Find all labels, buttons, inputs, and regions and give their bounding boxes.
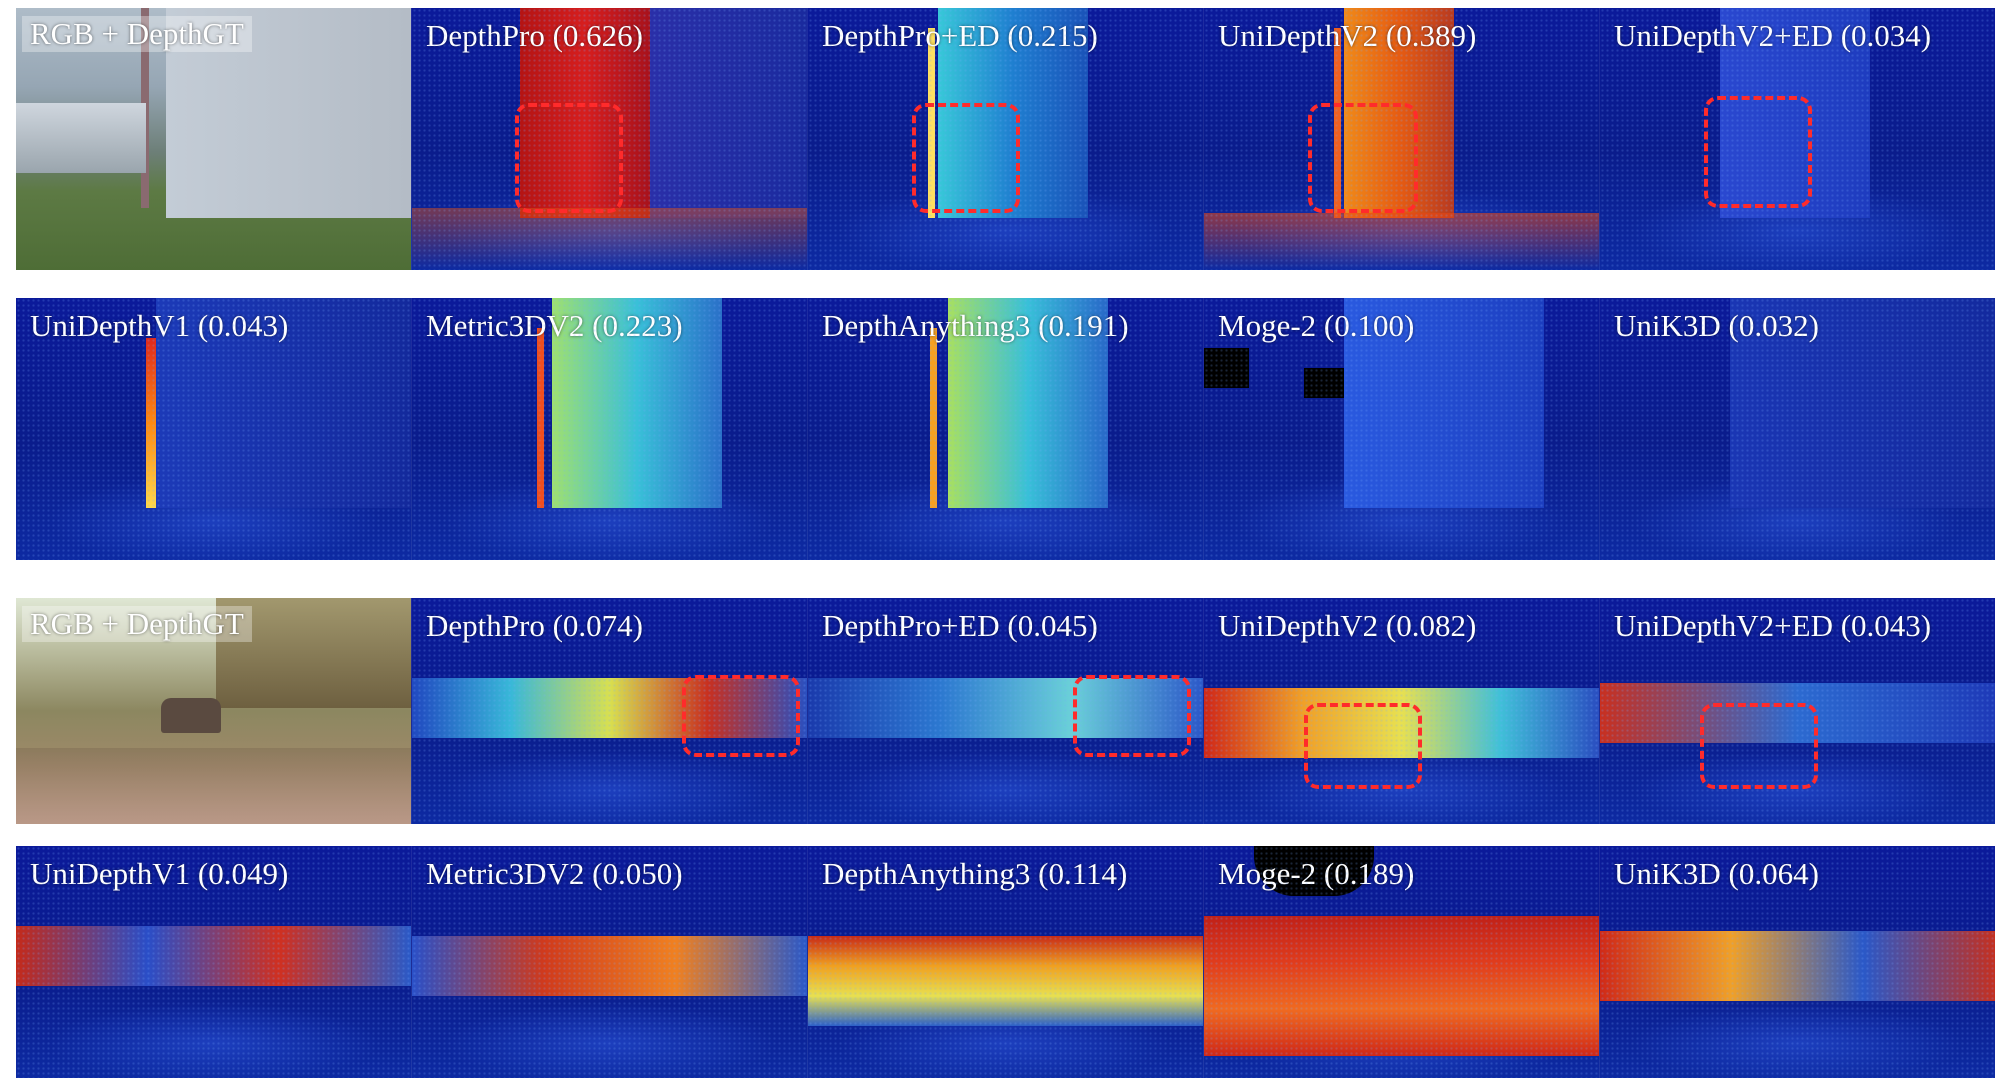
unidepthv2-depth-map: UniDepthV2 (0.389) [1203,8,1599,270]
metric3dv2-depth-map: Metric3DV2 (0.050) [411,846,807,1078]
panel-label: DepthAnything3 (0.191) [822,308,1129,343]
scene1-top-row: RGB + DepthGT DepthPro (0.626) DepthPro+… [16,8,1995,270]
rgb-depthgt-image: RGB + DepthGT [16,8,411,270]
moge2-depth-map: Moge-2 (0.189) [1203,846,1599,1078]
unidepthv2-ed-depth-map: UniDepthV2+ED (0.043) [1599,598,1995,824]
panel-label: UniDepthV2+ED (0.034) [1614,18,1932,53]
panel-label: RGB + DepthGT [22,16,252,52]
panel-label: UniK3D (0.032) [1614,308,1819,343]
panel-label: UniDepthV2 (0.389) [1218,18,1477,53]
panel-label: Metric3DV2 (0.050) [426,856,683,891]
depthpro-depth-map: DepthPro (0.074) [411,598,807,824]
unidepthv1-depth-map: UniDepthV1 (0.043) [16,298,411,560]
depthpro-ed-depth-map: DepthPro+ED (0.215) [807,8,1203,270]
metric3dv2-depth-map: Metric3DV2 (0.223) [411,298,807,560]
panel-label: DepthPro (0.626) [426,18,643,53]
scene2-top-row: RGB + DepthGT DepthPro (0.074) DepthPro+… [16,598,1995,824]
unik3d-depth-map: UniK3D (0.032) [1599,298,1995,560]
unidepthv2-ed-depth-map: UniDepthV2+ED (0.034) [1599,8,1995,270]
panel-label: Metric3DV2 (0.223) [426,308,683,343]
panel-label: Moge-2 (0.100) [1218,308,1415,343]
panel-label: DepthPro (0.074) [426,608,643,643]
depthanything3-depth-map: DepthAnything3 (0.191) [807,298,1203,560]
panel-label: Moge-2 (0.189) [1218,856,1415,891]
panel-label: RGB + DepthGT [22,606,252,642]
panel-label: DepthPro+ED (0.045) [822,608,1098,643]
depthpro-depth-map: DepthPro (0.626) [411,8,807,270]
rgb-depthgt-image: RGB + DepthGT [16,598,411,824]
panel-label: UniK3D (0.064) [1614,856,1819,891]
unidepthv1-depth-map: UniDepthV1 (0.049) [16,846,411,1078]
scene1-bottom-row: UniDepthV1 (0.043) Metric3DV2 (0.223) De… [16,298,1995,560]
panel-label: DepthAnything3 (0.114) [822,856,1128,891]
panel-label: DepthPro+ED (0.215) [822,18,1098,53]
moge2-depth-map: Moge-2 (0.100) [1203,298,1599,560]
unidepthv2-depth-map: UniDepthV2 (0.082) [1203,598,1599,824]
panel-label: UniDepthV2 (0.082) [1218,608,1477,643]
panel-label: UniDepthV1 (0.049) [30,856,289,891]
panel-label: UniDepthV1 (0.043) [30,308,289,343]
panel-label: UniDepthV2+ED (0.043) [1614,608,1932,643]
depthanything3-depth-map: DepthAnything3 (0.114) [807,846,1203,1078]
unik3d-depth-map: UniK3D (0.064) [1599,846,1995,1078]
scene2-bottom-row: UniDepthV1 (0.049) Metric3DV2 (0.050) De… [16,846,1995,1078]
depthpro-ed-depth-map: DepthPro+ED (0.045) [807,598,1203,824]
